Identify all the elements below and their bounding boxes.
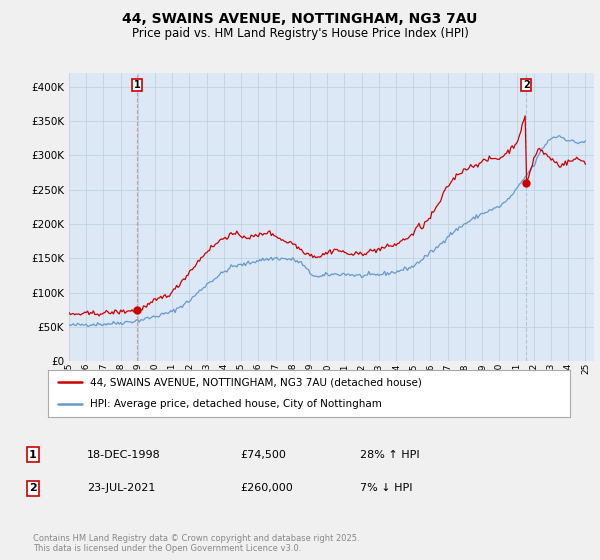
Text: 2: 2	[29, 483, 37, 493]
Text: Price paid vs. HM Land Registry's House Price Index (HPI): Price paid vs. HM Land Registry's House …	[131, 27, 469, 40]
Text: 18-DEC-1998: 18-DEC-1998	[87, 450, 161, 460]
Text: 1: 1	[29, 450, 37, 460]
Text: £74,500: £74,500	[240, 450, 286, 460]
Text: HPI: Average price, detached house, City of Nottingham: HPI: Average price, detached house, City…	[90, 399, 382, 409]
Text: Contains HM Land Registry data © Crown copyright and database right 2025.
This d: Contains HM Land Registry data © Crown c…	[33, 534, 359, 553]
Text: 2: 2	[523, 80, 530, 90]
Text: 1: 1	[134, 80, 140, 90]
Text: £260,000: £260,000	[240, 483, 293, 493]
Text: 28% ↑ HPI: 28% ↑ HPI	[360, 450, 419, 460]
Text: 23-JUL-2021: 23-JUL-2021	[87, 483, 155, 493]
Text: 44, SWAINS AVENUE, NOTTINGHAM, NG3 7AU (detached house): 44, SWAINS AVENUE, NOTTINGHAM, NG3 7AU (…	[90, 377, 422, 388]
Text: 7% ↓ HPI: 7% ↓ HPI	[360, 483, 413, 493]
Text: 44, SWAINS AVENUE, NOTTINGHAM, NG3 7AU: 44, SWAINS AVENUE, NOTTINGHAM, NG3 7AU	[122, 12, 478, 26]
